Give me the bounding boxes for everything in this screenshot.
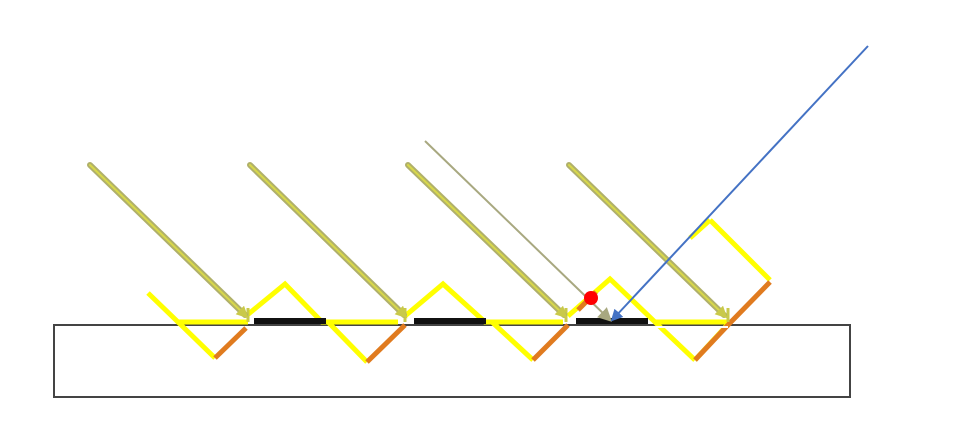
thin-ray <box>424 140 613 322</box>
red-dot-marker <box>584 291 598 305</box>
zigzag-mirror <box>146 218 772 364</box>
substrate <box>53 324 851 398</box>
absorber-strips <box>254 318 648 324</box>
reflected-rays <box>87 162 728 319</box>
incident-ray <box>610 45 869 322</box>
